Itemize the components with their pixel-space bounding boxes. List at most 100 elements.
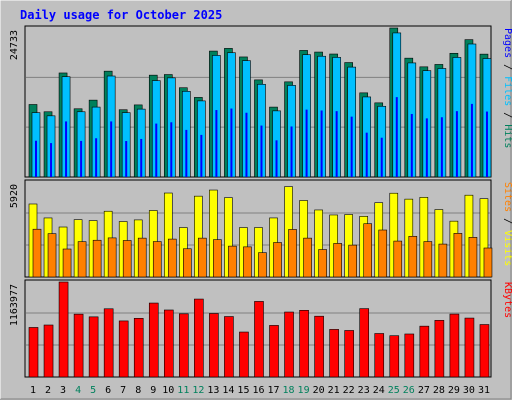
- bar-kbytes-day-29: [449, 313, 460, 378]
- bar-kbytes-day-16: [254, 301, 264, 378]
- bar-kbytes-day-14: [224, 316, 234, 378]
- bar-kbytes-day-25: [389, 335, 400, 378]
- bar-kbytes-day-17: [269, 325, 279, 378]
- bar-kbytes-day-15: [239, 331, 249, 378]
- x-tick-label: 15: [237, 385, 249, 396]
- bar-kbytes-day-9: [148, 302, 159, 378]
- x-tick-label: 30: [463, 385, 475, 396]
- x-tick-label: 16: [252, 385, 264, 396]
- bar-sites-day-29: [453, 233, 463, 278]
- x-tick-label: 6: [105, 385, 111, 396]
- bar-kbytes-day-24: [374, 333, 385, 378]
- bar-sites-day-19: [303, 237, 312, 278]
- x-tick-label: 5: [90, 385, 96, 396]
- bar-pages-day-21: [335, 111, 338, 177]
- bar-sites-day-1: [32, 228, 42, 278]
- panel-hits: 24733 Pages / Files / Hits: [9, 25, 512, 178]
- bar-pages-day-20: [320, 110, 323, 177]
- legend-separator: /: [502, 58, 512, 76]
- legend-separator: /: [502, 212, 512, 230]
- bar-pages-day-2: [50, 143, 53, 177]
- bar-pages-day-24: [380, 137, 383, 177]
- panel-kbytes: 1163977 KBytes: [9, 279, 512, 378]
- x-tick-label: 14: [222, 385, 234, 396]
- bar-pages-day-18: [290, 126, 293, 177]
- bar-sites-day-23: [363, 223, 373, 278]
- bar-kbytes-day-18: [284, 311, 294, 378]
- bar-sites-day-7: [122, 240, 132, 278]
- bar-pages-day-7: [125, 141, 128, 177]
- bar-pages-day-9: [155, 123, 158, 177]
- bar-sites-day-25: [393, 240, 403, 278]
- legend-separator: /: [502, 106, 512, 124]
- bar-pages-day-23: [365, 132, 368, 177]
- bar-pages-day-28: [440, 117, 443, 177]
- bar-kbytes-day-1: [28, 327, 39, 378]
- bar-pages-day-4: [80, 140, 83, 177]
- x-tick-label: 7: [120, 385, 126, 396]
- bar-sites-day-6: [107, 237, 117, 278]
- bar-pages-day-30: [470, 103, 473, 177]
- x-tick-label: 8: [135, 385, 141, 396]
- bar-kbytes-day-7: [118, 320, 129, 378]
- bar-pages-day-5: [95, 138, 98, 177]
- legend-files: Files: [502, 76, 512, 106]
- bar-sites-day-3: [62, 248, 72, 278]
- legend-pages: Pages: [502, 28, 512, 58]
- x-tick-label: 9: [150, 385, 156, 396]
- bar-kbytes-day-20: [314, 315, 324, 378]
- x-tick-label: 4: [75, 385, 81, 396]
- bar-sites-day-20: [318, 249, 327, 278]
- bar-sites-day-28: [438, 243, 448, 278]
- bar-pages-day-6: [110, 121, 113, 177]
- bar-pages-day-14: [230, 108, 233, 177]
- y-max-label: 1163977: [9, 284, 20, 326]
- bar-pages-day-3: [65, 121, 68, 177]
- bar-pages-day-29: [455, 111, 458, 177]
- bar-sites-day-24: [378, 229, 388, 278]
- x-tick-label: 12: [192, 385, 204, 396]
- x-tick-label: 1: [30, 385, 36, 396]
- bar-sites-day-26: [408, 235, 418, 278]
- bar-sites-day-10: [167, 238, 177, 278]
- bar-kbytes-day-23: [359, 308, 370, 378]
- bar-kbytes-day-27: [419, 325, 430, 378]
- bar-kbytes-day-8: [133, 318, 144, 378]
- x-tick-label: 10: [162, 385, 174, 396]
- x-tick-label: 22: [343, 385, 355, 396]
- bar-pages-day-16: [260, 125, 263, 177]
- bar-pages-day-10: [170, 122, 173, 177]
- bar-sites-day-9: [152, 241, 162, 278]
- bar-pages-day-1: [35, 140, 37, 177]
- x-tick-label: 23: [358, 385, 370, 396]
- bar-sites-day-12: [198, 237, 207, 278]
- bar-pages-day-15: [245, 112, 248, 177]
- bar-kbytes-day-13: [209, 313, 219, 378]
- bar-sites-day-18: [288, 229, 297, 278]
- bar-kbytes-day-4: [73, 313, 84, 378]
- bar-sites-day-21: [333, 243, 342, 278]
- bar-kbytes-day-5: [88, 316, 99, 378]
- bar-kbytes-day-22: [344, 330, 354, 378]
- bar-sites-day-27: [423, 241, 433, 278]
- bar-kbytes-day-30: [464, 317, 475, 378]
- bar-kbytes-day-10: [163, 309, 174, 378]
- bar-kbytes-day-26: [404, 333, 415, 378]
- x-tick-label: 18: [283, 385, 295, 396]
- bar-sites-day-14: [228, 245, 237, 278]
- x-tick-label: 13: [207, 385, 219, 396]
- chart-title: Daily usage for October 2025: [20, 8, 222, 22]
- bar-pages-day-22: [350, 116, 353, 177]
- x-tick-label: 26: [403, 385, 415, 396]
- x-tick-label: 28: [433, 385, 445, 396]
- legend-hits: Hits: [502, 124, 512, 148]
- bar-kbytes-day-3: [58, 281, 69, 378]
- bar-sites-day-22: [348, 244, 357, 278]
- bar-pages-day-11: [185, 129, 188, 177]
- bar-sites-day-13: [213, 239, 222, 278]
- bar-sites-day-15: [243, 246, 252, 278]
- bar-kbytes-day-28: [434, 320, 445, 378]
- bar-kbytes-day-2: [43, 324, 54, 378]
- bar-sites-day-11: [183, 248, 192, 278]
